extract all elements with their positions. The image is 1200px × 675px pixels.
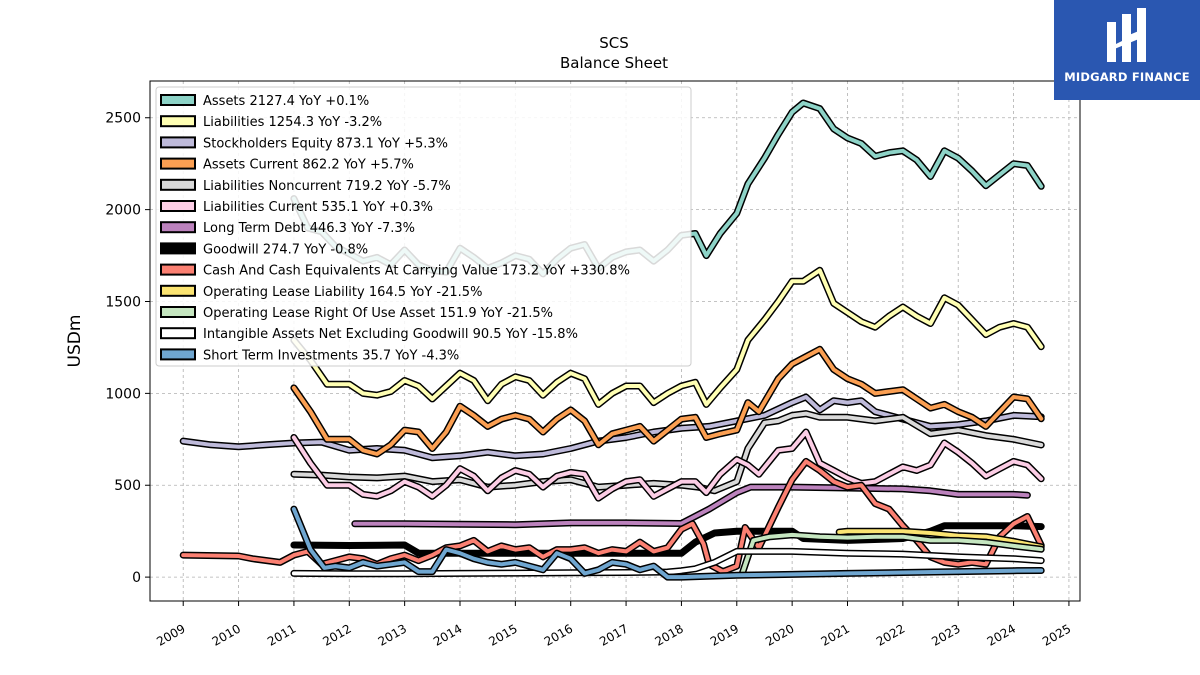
y-tick-label: 1500 xyxy=(105,294,141,310)
y-tick-label: 500 xyxy=(114,478,141,494)
legend-item: Stockholders Equity 873.1 YoY +5.3% xyxy=(160,136,448,151)
y-axis: 0 500 1000 1500 2000 2500 xyxy=(105,111,150,586)
legend-label: Goodwill 274.7 YoY -0.8% xyxy=(203,242,368,257)
x-tick-label: 2013 xyxy=(376,621,409,648)
series-path xyxy=(291,268,1044,407)
legend-box xyxy=(155,86,692,367)
legend-swatch xyxy=(160,348,196,361)
x-tick-label: 2016 xyxy=(542,621,575,648)
series-path xyxy=(352,485,1030,527)
legend-label: Assets 2127.4 YoY +0.1% xyxy=(203,94,369,109)
legend-swatch xyxy=(160,200,196,212)
series-line xyxy=(835,527,1045,551)
series-outline xyxy=(179,393,1045,462)
chart-subtitle: Balance Sheet xyxy=(560,54,668,72)
legend-item: Operating Lease Right Of Use Asset 151.9… xyxy=(160,306,553,321)
series-path xyxy=(291,347,1044,456)
legend-swatch xyxy=(160,94,196,106)
x-tick-label: 2019 xyxy=(708,621,741,648)
series-line xyxy=(738,531,1045,577)
plot-frame xyxy=(149,80,1081,602)
series-path xyxy=(740,532,1044,576)
legend-label: Liabilities 1254.3 YoY -3.2% xyxy=(203,115,382,130)
y-tick-label: 0 xyxy=(132,570,141,586)
legend-label: Liabilities Current 535.1 YoY +0.3% xyxy=(203,200,433,215)
legend-item: Liabilities 1254.3 YoY -3.2% xyxy=(160,115,382,130)
legend-swatch xyxy=(160,178,196,191)
logo-mark-icon xyxy=(1107,8,1146,62)
legend-item: Short Term Investments 35.7 YoY -4.3% xyxy=(160,348,459,363)
series-line xyxy=(351,483,1031,529)
logo-text: MIDGARD FINANCE xyxy=(1064,70,1190,84)
x-tick-label: 2024 xyxy=(985,621,1018,648)
legend-item: Long Term Debt 446.3 YoY -7.3% xyxy=(160,221,415,236)
series-lines xyxy=(179,99,1045,581)
legend-label: Operating Lease Liability 164.5 YoY -21.… xyxy=(203,285,482,300)
x-tick-label: 2015 xyxy=(486,621,519,648)
y-axis-label: USDm xyxy=(65,315,85,368)
x-tick-label: 2021 xyxy=(819,621,852,648)
x-tick-label: 2017 xyxy=(597,621,630,648)
x-tick-label: 2014 xyxy=(431,621,464,648)
series-path xyxy=(291,430,1044,501)
series-line xyxy=(290,345,1045,458)
x-tick-label: 2012 xyxy=(320,621,353,648)
legend-swatch xyxy=(160,242,196,255)
midgard-finance-logo: MIDGARD FINANCE xyxy=(1054,0,1200,100)
series-path xyxy=(837,529,1044,549)
legend-item: Operating Lease Liability 164.5 YoY -21.… xyxy=(160,284,482,300)
legend: Assets 2127.4 YoY +0.1% Liabilities 1254.… xyxy=(155,86,692,367)
x-tick-label: 2010 xyxy=(210,621,243,648)
chart-title: SCS xyxy=(599,34,629,52)
x-tick-label: 2011 xyxy=(265,621,298,648)
legend-swatch xyxy=(160,306,196,318)
y-tick-label: 1000 xyxy=(105,386,141,402)
series-path xyxy=(181,395,1044,460)
legend-label: Cash And Cash Equivalents At Carrying Va… xyxy=(203,264,630,279)
x-tick-label: 2023 xyxy=(929,621,962,648)
legend-swatch xyxy=(160,263,196,276)
legend-item: Cash And Cash Equivalents At Carrying Va… xyxy=(160,263,630,279)
series-line xyxy=(290,547,1045,578)
legend-swatch xyxy=(160,157,196,170)
legend-label: Stockholders Equity 873.1 YoY +5.3% xyxy=(203,136,448,151)
legend-swatch xyxy=(160,327,196,340)
legend-item: Liabilities Current 535.1 YoY +0.3% xyxy=(160,200,433,215)
legend-label: Liabilities Noncurrent 719.2 YoY -5.7% xyxy=(203,179,451,194)
series-line xyxy=(290,428,1045,502)
legend-label: Intangible Assets Net Excluding Goodwill… xyxy=(203,327,578,342)
legend-item: Liabilities Noncurrent 719.2 YoY -5.7% xyxy=(160,178,451,194)
x-tick-label: 2018 xyxy=(652,621,685,648)
legend-item: Goodwill 274.7 YoY -0.8% xyxy=(160,242,368,257)
legend-label: Short Term Investments 35.7 YoY -4.3% xyxy=(203,348,459,363)
x-tick-label: 2025 xyxy=(1040,621,1073,648)
legend-swatch xyxy=(160,284,196,297)
legend-swatch xyxy=(160,221,196,234)
legend-label: Assets Current 862.2 YoY +5.7% xyxy=(203,158,414,173)
x-tick-label: 2020 xyxy=(763,621,796,648)
legend-label: Long Term Debt 446.3 YoY -7.3% xyxy=(203,221,415,236)
series-line xyxy=(290,266,1045,408)
x-tick-label: 2022 xyxy=(874,621,907,648)
legend-swatch xyxy=(160,136,196,149)
x-axis: 2009 2010 2011 2012 2013 2014 2015 2016 2017 2018… xyxy=(154,601,1073,649)
series-line xyxy=(179,393,1045,462)
series-path xyxy=(291,507,1044,580)
y-tick-label: 2500 xyxy=(105,111,141,127)
legend-item: Assets Current 862.2 YoY +5.7% xyxy=(160,157,414,173)
legend-label: Operating Lease Right Of Use Asset 151.9… xyxy=(203,306,553,321)
series-line xyxy=(290,505,1045,581)
x-tick-label: 2009 xyxy=(154,621,187,648)
legend-item: Assets 2127.4 YoY +0.1% xyxy=(160,94,369,109)
y-tick-label: 2000 xyxy=(105,203,141,219)
legend-item: Intangible Assets Net Excluding Goodwill… xyxy=(160,327,578,342)
series-path xyxy=(291,549,1044,576)
legend-swatch xyxy=(160,115,196,128)
